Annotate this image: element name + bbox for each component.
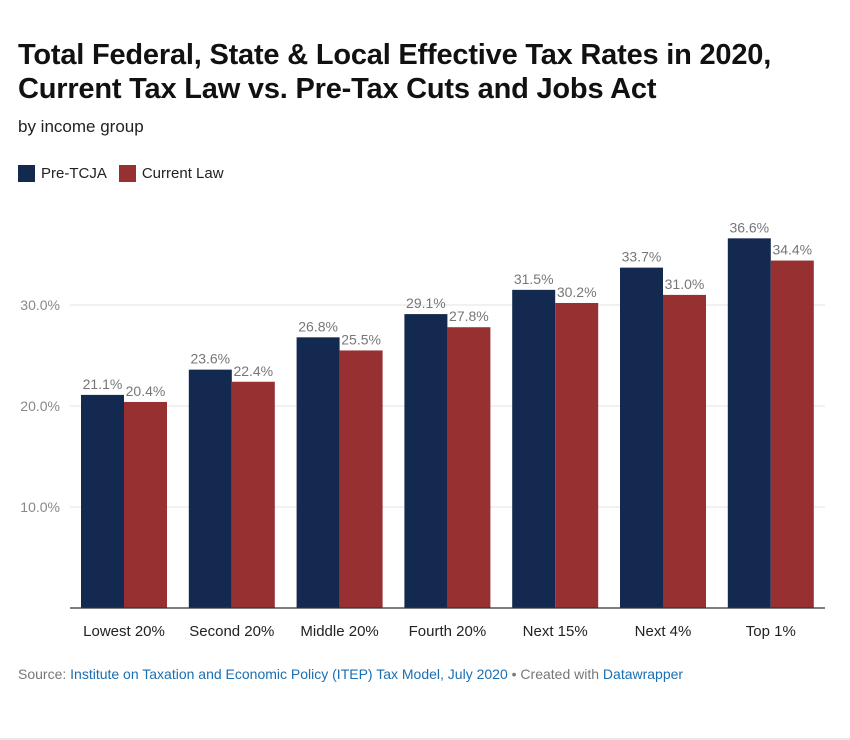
bar: [231, 381, 275, 608]
y-tick-label: 20.0%: [20, 398, 60, 414]
bar: [296, 337, 340, 608]
value-label: 29.1%: [406, 295, 446, 311]
value-label: 36.6%: [729, 219, 769, 235]
source-prefix: Source:: [18, 666, 71, 682]
value-labels: 21.1% 20.4% 23.6%22.4% 26.8%25.5% 29.1%27.8%…: [83, 219, 813, 399]
bottom-divider: [0, 738, 850, 740]
bar: [339, 350, 383, 608]
bar: [81, 394, 124, 608]
value-label: 22.4%: [233, 363, 273, 379]
x-tick-label: Middle 20%: [300, 623, 378, 640]
bar: [727, 238, 771, 608]
legend: Pre-TCJA Current Law: [18, 165, 236, 182]
bar: [124, 401, 167, 608]
value-label: 21.1%: [83, 376, 123, 392]
chart-title: Total Federal, State & Local Effective T…: [18, 39, 772, 105]
bar: [447, 327, 491, 608]
value-label: 31.0%: [665, 276, 705, 292]
x-tick-label: Next 4%: [635, 623, 692, 640]
value-label: 30.2%: [557, 284, 597, 300]
datawrapper-link[interactable]: Datawrapper: [602, 666, 684, 682]
bar: [770, 260, 814, 608]
bars: [81, 238, 814, 608]
bar: [555, 302, 599, 608]
bar: [188, 369, 232, 608]
value-label: 33.7%: [622, 249, 662, 265]
bar: [512, 289, 556, 608]
chart-subtitle: by income group: [18, 117, 144, 136]
legend-item-pre-tcja: Pre-TCJA: [18, 165, 107, 182]
y-tick-label: 10.0%: [20, 499, 60, 515]
value-label: 20.4%: [126, 383, 166, 399]
legend-item-current-law: Current Law: [118, 165, 224, 182]
source-link[interactable]: Institute on Taxation and Economic Polic…: [70, 666, 508, 682]
legend-swatch-current-law: [118, 165, 136, 182]
bar: [404, 314, 448, 608]
x-tick-label: Second 20%: [189, 623, 274, 640]
bar-chart: 10.0% 20.0% 30.0% 21.1% 20.4% 23.6%22.4% 26.8…: [20, 219, 825, 640]
bar: [620, 267, 663, 608]
source-note: Source: Institute on Taxation and Econom…: [18, 666, 683, 682]
x-tick-label: Top 1%: [746, 623, 796, 640]
value-label: 31.5%: [514, 271, 554, 287]
legend-swatch-pre-tcja: [18, 165, 35, 182]
x-tick-labels: Lowest 20% Second 20% Middle 20% Fourth 20%…: [83, 623, 796, 640]
value-label: 25.5%: [341, 331, 381, 347]
value-label: 23.6%: [190, 351, 230, 367]
y-tick-labels: 10.0% 20.0% 30.0%: [20, 297, 60, 515]
legend-label-current-law: Current Law: [141, 165, 224, 182]
value-label: 34.4%: [772, 242, 812, 258]
legend-label-pre-tcja: Pre-TCJA: [41, 165, 107, 182]
x-tick-label: Lowest 20%: [83, 623, 165, 640]
value-label: 27.8%: [449, 308, 489, 324]
bar: [663, 294, 706, 608]
value-label: 26.8%: [298, 318, 338, 334]
x-tick-label: Fourth 20%: [409, 623, 487, 640]
y-tick-label: 30.0%: [20, 297, 60, 313]
source-separator: • Created with: [507, 666, 603, 682]
x-tick-label: Next 15%: [523, 623, 588, 640]
